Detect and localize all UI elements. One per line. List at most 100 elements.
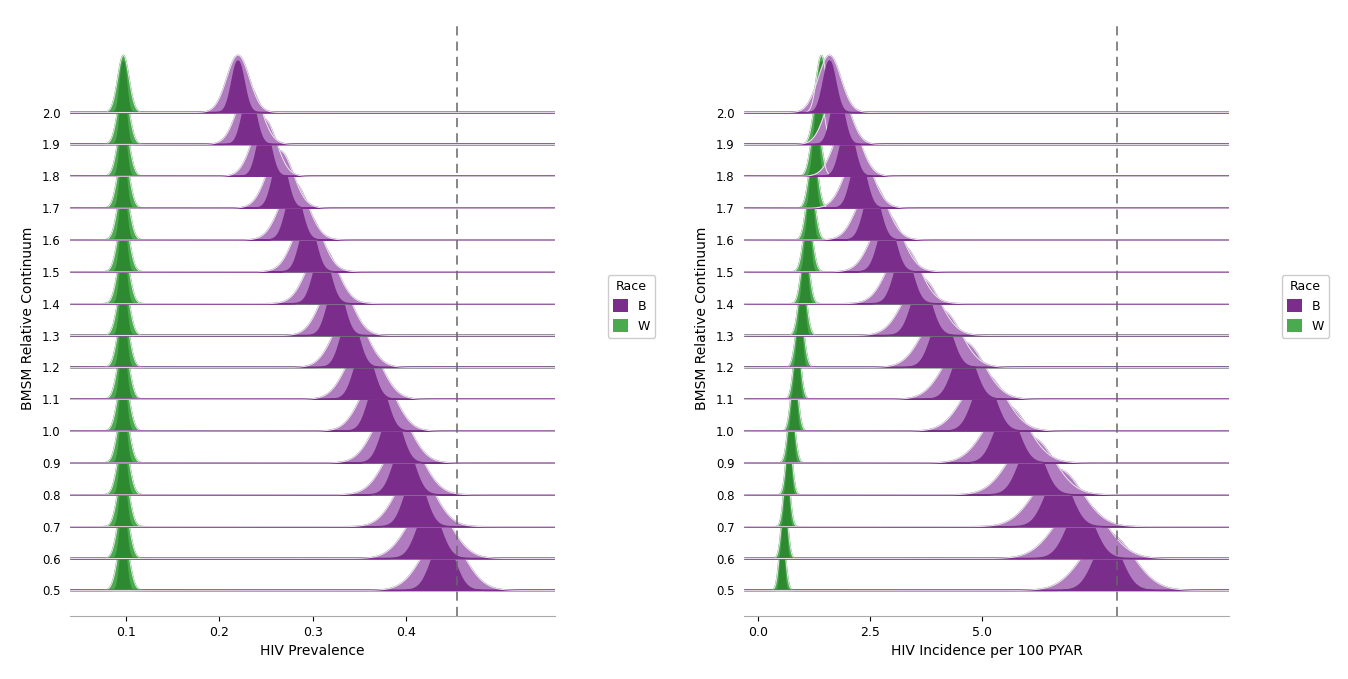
Polygon shape	[744, 380, 1229, 431]
Polygon shape	[744, 507, 1229, 559]
Polygon shape	[744, 475, 1229, 527]
Polygon shape	[70, 246, 555, 304]
Polygon shape	[70, 443, 555, 495]
Polygon shape	[70, 246, 555, 304]
Polygon shape	[744, 125, 1229, 177]
Polygon shape	[70, 437, 555, 495]
Polygon shape	[744, 374, 1229, 431]
Polygon shape	[70, 475, 555, 527]
Polygon shape	[70, 183, 555, 240]
Polygon shape	[70, 87, 555, 145]
Polygon shape	[744, 246, 1229, 304]
Polygon shape	[70, 533, 555, 591]
Polygon shape	[744, 443, 1229, 495]
Polygon shape	[70, 119, 555, 177]
Polygon shape	[744, 411, 1229, 463]
Polygon shape	[70, 93, 555, 145]
Polygon shape	[744, 62, 1229, 113]
Polygon shape	[70, 374, 555, 431]
Polygon shape	[744, 215, 1229, 272]
Polygon shape	[744, 157, 1229, 208]
Polygon shape	[70, 475, 555, 527]
X-axis label: HIV Incidence per 100 PYAR: HIV Incidence per 100 PYAR	[891, 644, 1082, 658]
Polygon shape	[70, 253, 555, 304]
Polygon shape	[744, 151, 1229, 208]
Y-axis label: BMSM Relative Continuum: BMSM Relative Continuum	[20, 227, 35, 410]
Polygon shape	[744, 539, 1229, 591]
Polygon shape	[70, 374, 555, 431]
Polygon shape	[70, 406, 555, 463]
Polygon shape	[744, 94, 1229, 145]
Polygon shape	[744, 469, 1229, 527]
Polygon shape	[70, 411, 555, 463]
Polygon shape	[70, 316, 555, 367]
Polygon shape	[744, 221, 1229, 272]
Polygon shape	[744, 348, 1229, 399]
Polygon shape	[744, 183, 1229, 240]
Polygon shape	[744, 405, 1229, 463]
Polygon shape	[744, 284, 1229, 335]
Polygon shape	[70, 469, 555, 527]
Polygon shape	[70, 189, 555, 240]
Polygon shape	[70, 507, 555, 559]
Polygon shape	[744, 151, 1229, 208]
Polygon shape	[744, 253, 1229, 304]
Polygon shape	[70, 380, 555, 431]
Polygon shape	[70, 411, 555, 463]
Polygon shape	[70, 501, 555, 559]
Polygon shape	[70, 157, 555, 208]
Polygon shape	[70, 278, 555, 335]
Polygon shape	[744, 316, 1229, 367]
Polygon shape	[744, 55, 1229, 113]
Polygon shape	[744, 502, 1229, 559]
Polygon shape	[744, 221, 1229, 272]
Polygon shape	[70, 221, 555, 272]
Polygon shape	[744, 374, 1229, 431]
Polygon shape	[744, 61, 1229, 113]
Polygon shape	[70, 183, 555, 240]
Polygon shape	[744, 310, 1229, 367]
Polygon shape	[70, 310, 555, 367]
Polygon shape	[744, 316, 1229, 367]
Polygon shape	[744, 349, 1229, 399]
Polygon shape	[744, 119, 1229, 177]
Legend: B, W: B, W	[608, 275, 655, 338]
Polygon shape	[70, 310, 555, 367]
Polygon shape	[744, 310, 1229, 367]
Polygon shape	[744, 93, 1229, 145]
Polygon shape	[70, 437, 555, 495]
Polygon shape	[744, 157, 1229, 208]
Polygon shape	[70, 443, 555, 495]
Polygon shape	[70, 539, 555, 591]
Polygon shape	[70, 220, 555, 272]
Polygon shape	[744, 475, 1229, 527]
Polygon shape	[70, 348, 555, 399]
Polygon shape	[744, 119, 1229, 177]
Polygon shape	[744, 411, 1229, 463]
Polygon shape	[70, 342, 555, 399]
Polygon shape	[744, 443, 1229, 495]
Polygon shape	[744, 252, 1229, 304]
Polygon shape	[744, 278, 1229, 335]
Polygon shape	[70, 215, 555, 272]
Polygon shape	[70, 119, 555, 177]
Polygon shape	[70, 501, 555, 559]
Polygon shape	[70, 55, 555, 113]
Polygon shape	[744, 533, 1229, 591]
Polygon shape	[70, 507, 555, 559]
Polygon shape	[70, 215, 555, 272]
Polygon shape	[744, 278, 1229, 335]
Polygon shape	[744, 87, 1229, 145]
Polygon shape	[744, 342, 1229, 399]
Polygon shape	[70, 151, 555, 208]
Polygon shape	[744, 284, 1229, 335]
Polygon shape	[70, 316, 555, 367]
Polygon shape	[744, 437, 1229, 495]
Legend: B, W: B, W	[1282, 275, 1329, 338]
Polygon shape	[744, 469, 1229, 527]
Y-axis label: BMSM Relative Continuum: BMSM Relative Continuum	[694, 227, 709, 410]
Polygon shape	[744, 56, 1229, 113]
Polygon shape	[70, 278, 555, 335]
Polygon shape	[70, 533, 555, 591]
Polygon shape	[70, 61, 555, 113]
